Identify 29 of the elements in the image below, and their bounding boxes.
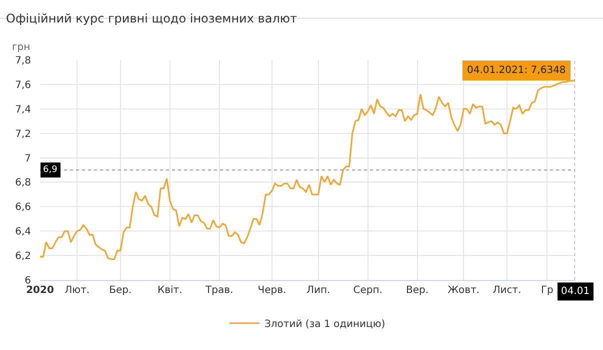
y-tick-label: 7,2 bbox=[15, 128, 31, 140]
chart-title: Офіційний курс гривні щодо іноземних валют bbox=[6, 11, 297, 26]
annotation: 04.01.2021: 7,6348 bbox=[467, 65, 566, 76]
x-tick-label: Лют. bbox=[64, 285, 90, 296]
legend-label: Злотий (за 1 одиницю) bbox=[264, 319, 386, 330]
y-tick-label: 7,6 bbox=[15, 80, 31, 91]
x-tick-label: 04.01 bbox=[561, 286, 590, 297]
y-tick-label: 6,8 bbox=[15, 178, 31, 189]
x-tick-label: Жовт. bbox=[448, 285, 480, 296]
x-tick-label: Лип. bbox=[306, 285, 330, 296]
x-tick-label: Гр bbox=[540, 285, 554, 296]
x-tick-label: Лист. bbox=[492, 285, 522, 296]
y-tick-label: 6,4 bbox=[15, 226, 31, 238]
x-tick-label: Вер. bbox=[406, 285, 429, 296]
x-tick-label: Серп. bbox=[353, 285, 382, 296]
x-tick-label: Квіт. bbox=[157, 285, 182, 296]
y-tick-label: 7,8 bbox=[15, 56, 31, 66]
y-tick-label: 7,4 bbox=[15, 104, 31, 116]
x-tick-label: Трав. bbox=[204, 285, 234, 296]
y-tick-label: 6,2 bbox=[15, 251, 31, 262]
y-tick-label: 7 bbox=[24, 153, 31, 164]
x-tick-label: 2020 bbox=[26, 285, 54, 296]
y-tick-label: 6 bbox=[24, 276, 31, 286]
y-axis-title: грн bbox=[12, 42, 30, 53]
y-tick-label: 6,6 bbox=[15, 202, 31, 214]
x-tick-label: Черв. bbox=[258, 285, 286, 296]
ref-line-label: 6,9 bbox=[43, 165, 58, 175]
x-tick-label: Бер. bbox=[109, 285, 132, 296]
line-series bbox=[40, 79, 575, 260]
